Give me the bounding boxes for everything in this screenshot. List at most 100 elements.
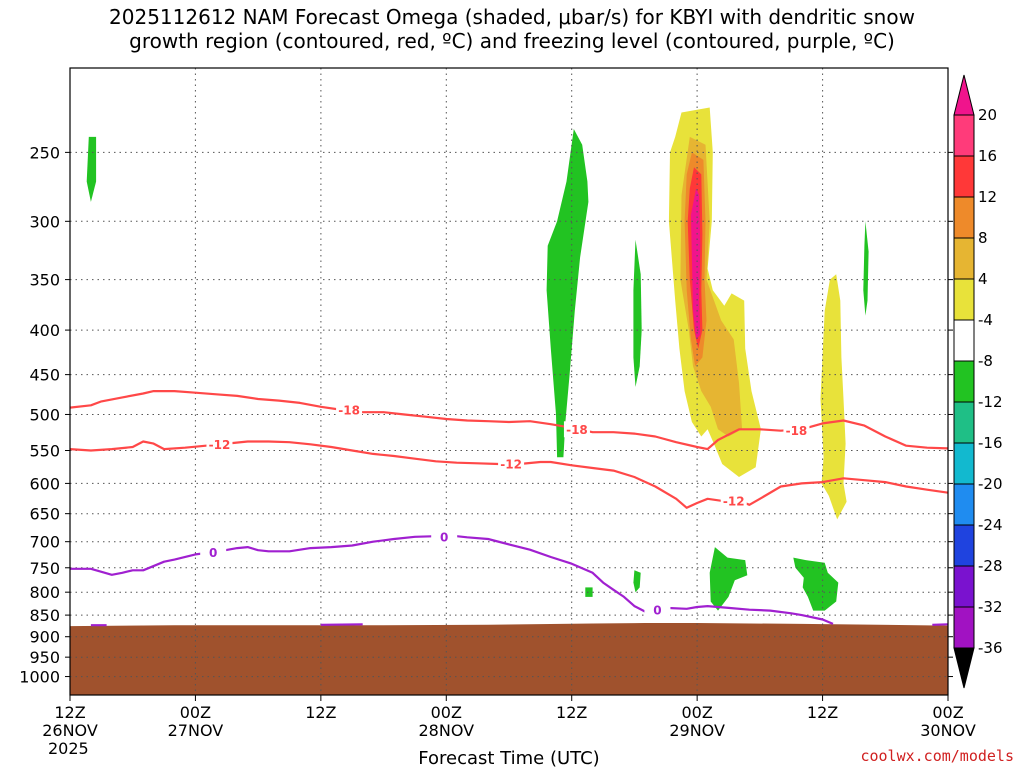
credit-label: coolwx.com/models xyxy=(860,747,1014,765)
y-tick-label: 900 xyxy=(29,628,60,647)
colorbar-label: 8 xyxy=(978,229,988,247)
y-axis-ticks: 250 300 350 400 450 500 550 600 650 700 750 800 850 9… xyxy=(19,143,953,687)
colorbar-swatch xyxy=(953,237,975,280)
x-tick-label: 12Z xyxy=(54,703,85,722)
contour-label-bg xyxy=(206,436,233,453)
omega-region-3 xyxy=(863,221,869,316)
colorbar-bottom-extension xyxy=(953,647,975,689)
y-tick-label: 300 xyxy=(29,212,60,231)
chart-title-line-1: 2025112612 NAM Forecast Omega (shaded, μ… xyxy=(109,5,915,29)
y-tick-label: 500 xyxy=(29,405,60,424)
x-tick-label: 00Z xyxy=(180,703,211,722)
y-tick-label: 350 xyxy=(29,271,60,290)
colorbar-swatch xyxy=(953,319,975,362)
x-tick-label: 00Z xyxy=(932,703,963,722)
contour-label-bg xyxy=(563,421,590,438)
y-tick-label: 800 xyxy=(29,583,60,602)
omega-region-9 xyxy=(820,274,847,520)
colorbar-top-extension xyxy=(953,74,975,116)
contour-label-bg xyxy=(644,602,671,619)
y-tick-label: 1000 xyxy=(19,668,60,687)
x-tick-label: 00Z xyxy=(681,703,712,722)
omega-region-6 xyxy=(585,587,593,597)
colorbar-label: -8 xyxy=(978,352,993,370)
y-tick-label: 700 xyxy=(29,533,60,552)
omega-region-1 xyxy=(546,129,589,458)
x-tick-label: 26NOV xyxy=(42,721,98,740)
colorbar-swatch xyxy=(953,524,975,567)
contour-label: -12 xyxy=(723,495,745,509)
contour-line-5 xyxy=(932,623,949,626)
colorbar-label: 16 xyxy=(978,147,997,165)
colorbar: 20 16 12 8 4 -4 -8 -12 -16 -20 -24 -28 -32 -36 xyxy=(953,74,1003,689)
x-tick-label: 12Z xyxy=(556,703,587,722)
contour-label: 0 xyxy=(653,604,661,618)
contour-line-4 xyxy=(320,623,363,626)
contour-label-bg xyxy=(498,456,525,473)
colorbar-swatch xyxy=(953,155,975,198)
omega-region-2 xyxy=(633,239,642,387)
contour-label: -18 xyxy=(566,423,588,437)
x-tick-label: 27NOV xyxy=(168,721,224,740)
omega-region-4 xyxy=(709,547,748,611)
x-tick-label: 28NOV xyxy=(418,721,474,740)
colorbar-label: 20 xyxy=(978,106,997,124)
x-tick-label: 12Z xyxy=(305,703,336,722)
colorbar-label: -32 xyxy=(978,598,1003,616)
colorbar-swatch xyxy=(953,565,975,608)
contour-label: -18 xyxy=(338,403,360,417)
y-tick-label: 850 xyxy=(29,606,60,625)
omega-region-5 xyxy=(633,570,641,593)
x-tick-label: 12Z xyxy=(807,703,838,722)
x-tick-label: 30NOV xyxy=(920,721,976,740)
y-tick-label: 550 xyxy=(29,442,60,461)
colorbar-swatch xyxy=(953,196,975,239)
colorbar-label: -16 xyxy=(978,434,1003,452)
contour-label-bg xyxy=(720,493,747,510)
surface-terrain xyxy=(70,623,948,695)
contour-label-bg xyxy=(200,544,227,561)
y-tick-label: 650 xyxy=(29,505,60,524)
colorbar-swatch xyxy=(953,114,975,157)
y-tick-label: 600 xyxy=(29,474,60,493)
colorbar-label: 12 xyxy=(978,188,997,206)
omega-region-7 xyxy=(793,557,839,611)
x-tick-label: 00Z xyxy=(431,703,462,722)
colorbar-label: -28 xyxy=(978,557,1003,575)
contour-line-1 xyxy=(69,440,949,509)
contour-label: -12 xyxy=(500,458,522,472)
colorbar-label: -24 xyxy=(978,516,1003,534)
colorbar-label: 4 xyxy=(978,270,988,288)
contour-label: -18 xyxy=(786,424,808,438)
contour-label: 0 xyxy=(209,546,217,560)
contour-label-bg xyxy=(783,422,810,439)
colorbar-swatch xyxy=(953,401,975,444)
colorbar-swatch xyxy=(953,278,975,321)
colorbar-swatch xyxy=(953,606,975,649)
contour-label: -12 xyxy=(209,438,231,452)
contour-label-bg xyxy=(336,401,363,418)
y-tick-label: 450 xyxy=(29,366,60,385)
colorbar-swatch xyxy=(953,442,975,485)
colorbar-label: -12 xyxy=(978,393,1003,411)
y-tick-label: 750 xyxy=(29,559,60,578)
colorbar-label: -4 xyxy=(978,311,993,329)
contour-label: 0 xyxy=(440,530,448,544)
x-axis-title: Forecast Time (UTC) xyxy=(418,748,599,768)
omega-shading xyxy=(86,107,869,611)
y-tick-label: 400 xyxy=(29,321,60,340)
contour-label-bg xyxy=(431,528,458,545)
chart-title-line-2: growth region (contoured, red, ºC) and f… xyxy=(129,29,895,53)
plot-border xyxy=(69,67,949,696)
contour-lines: -18 -18 -18 -12 -12 -12 0 0 0 xyxy=(69,390,949,627)
omega-region-0 xyxy=(86,136,97,202)
colorbar-label: -20 xyxy=(978,475,1003,493)
x-tick-label: 2025 xyxy=(48,739,89,758)
colorbar-label: -36 xyxy=(978,639,1003,657)
x-tick-label: 29NOV xyxy=(669,721,725,740)
surface-below-ground xyxy=(70,623,948,695)
colorbar-swatch xyxy=(953,360,975,403)
omega-region-13 xyxy=(690,188,701,340)
